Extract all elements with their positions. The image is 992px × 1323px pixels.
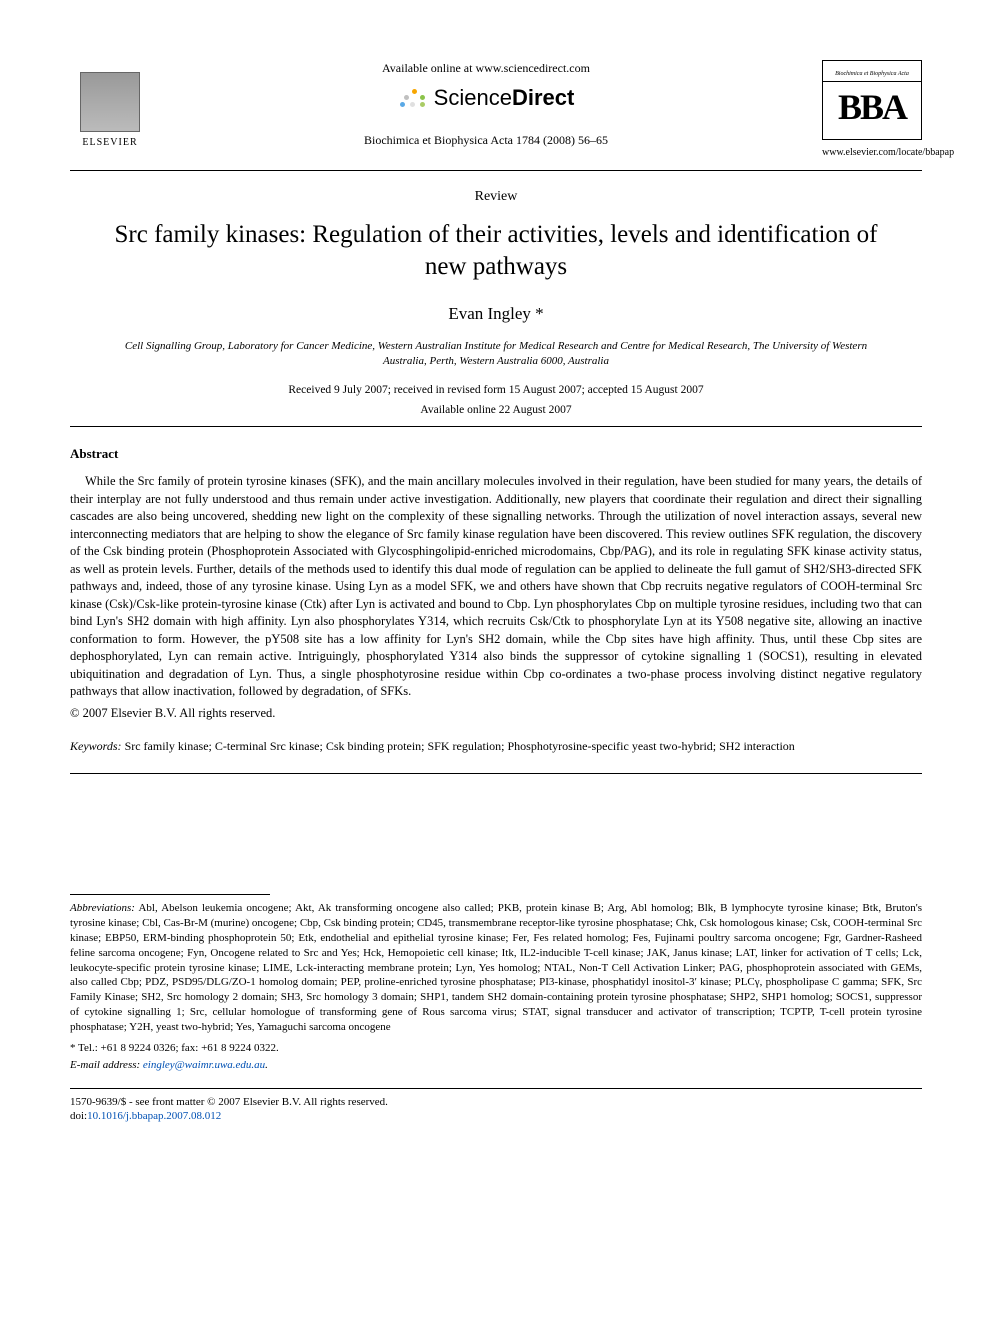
sd-light: Science	[434, 85, 512, 110]
affiliation: Cell Signalling Group, Laboratory for Ca…	[110, 339, 882, 368]
divider-after-keywords	[70, 773, 922, 774]
sd-bold: Direct	[512, 85, 574, 110]
bba-box: Biochimica et Biophysica Acta BBA	[822, 60, 922, 140]
abbrev-label: Abbreviations:	[70, 902, 135, 914]
sciencedirect-text: ScienceDirect	[434, 83, 575, 114]
bba-main-text: BBA	[838, 82, 906, 132]
sciencedirect-logo: ScienceDirect	[398, 83, 575, 114]
elsevier-label: ELSEVIER	[82, 136, 137, 150]
author-name: Evan Ingley	[448, 304, 531, 323]
email-footnote: E-mail address: eingley@waimr.uwa.edu.au…	[70, 1058, 922, 1073]
elsevier-logo: ELSEVIER	[70, 60, 150, 150]
corr-text: Tel.: +61 8 9224 0326; fax: +61 8 9224 0…	[76, 1042, 279, 1054]
abstract-text: While the Src family of protein tyrosine…	[70, 473, 922, 701]
sciencedirect-dots-icon	[398, 87, 428, 109]
author-line: Evan Ingley *	[70, 302, 922, 326]
footnote-rule	[70, 894, 270, 895]
abstract-copyright: © 2007 Elsevier B.V. All rights reserved…	[70, 705, 922, 723]
abbrev-text: Abl, Abelson leukemia oncogene; Akt, Ak …	[70, 902, 922, 1033]
bba-url: www.elsevier.com/locate/bbapap	[822, 146, 922, 160]
email-suffix: .	[265, 1059, 268, 1071]
bba-top-text: Biochimica et Biophysica Acta	[823, 68, 921, 81]
divider-after-dates	[70, 426, 922, 427]
bottom-info: 1570-9639/$ - see front matter © 2007 El…	[70, 1095, 922, 1124]
dates-line-1: Received 9 July 2007; received in revise…	[70, 382, 922, 398]
divider-top	[70, 170, 922, 171]
abstract-heading: Abstract	[70, 445, 922, 463]
author-corr-mark: *	[535, 304, 544, 323]
email-link[interactable]: eingley@waimr.uwa.edu.au	[143, 1059, 265, 1071]
bba-logo-block: Biochimica et Biophysica Acta BBA www.el…	[822, 60, 922, 160]
article-title: Src family kinases: Regulation of their …	[110, 219, 882, 284]
issn-line: 1570-9639/$ - see front matter © 2007 El…	[70, 1095, 922, 1109]
corresponding-footnote: * Tel.: +61 8 9224 0326; fax: +61 8 9224…	[70, 1041, 922, 1056]
keywords-text: Src family kinase; C-terminal Src kinase…	[122, 739, 795, 753]
bottom-rule	[70, 1088, 922, 1089]
elsevier-tree-icon	[80, 72, 140, 132]
dates-line-2: Available online 22 August 2007	[70, 402, 922, 418]
article-type: Review	[70, 187, 922, 207]
doi-prefix: doi:	[70, 1110, 87, 1122]
header-row: ELSEVIER Available online at www.science…	[70, 60, 922, 160]
keywords-line: Keywords: Src family kinase; C-terminal …	[70, 738, 922, 755]
email-label: E-mail address:	[70, 1059, 140, 1071]
journal-reference: Biochimica et Biophysica Acta 1784 (2008…	[160, 132, 812, 149]
keywords-label: Keywords:	[70, 739, 122, 753]
available-online-text: Available online at www.sciencedirect.co…	[160, 60, 812, 77]
doi-line: doi:10.1016/j.bbapap.2007.08.012	[70, 1109, 922, 1123]
doi-link[interactable]: 10.1016/j.bbapap.2007.08.012	[87, 1110, 221, 1122]
abbreviations-footnote: Abbreviations: Abl, Abelson leukemia onc…	[70, 901, 922, 1035]
center-header: Available online at www.sciencedirect.co…	[150, 60, 822, 148]
